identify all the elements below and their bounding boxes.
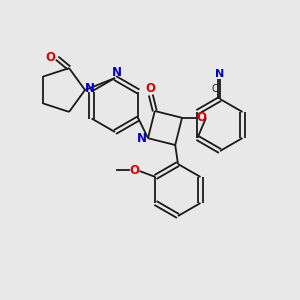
Text: N: N xyxy=(215,69,225,79)
Text: O: O xyxy=(146,82,156,94)
Text: N: N xyxy=(112,65,122,79)
Text: N: N xyxy=(85,82,95,95)
Text: C: C xyxy=(212,84,218,94)
Text: O: O xyxy=(130,164,140,176)
Text: O: O xyxy=(45,51,55,64)
Text: O: O xyxy=(196,111,206,124)
Text: N: N xyxy=(137,132,147,145)
